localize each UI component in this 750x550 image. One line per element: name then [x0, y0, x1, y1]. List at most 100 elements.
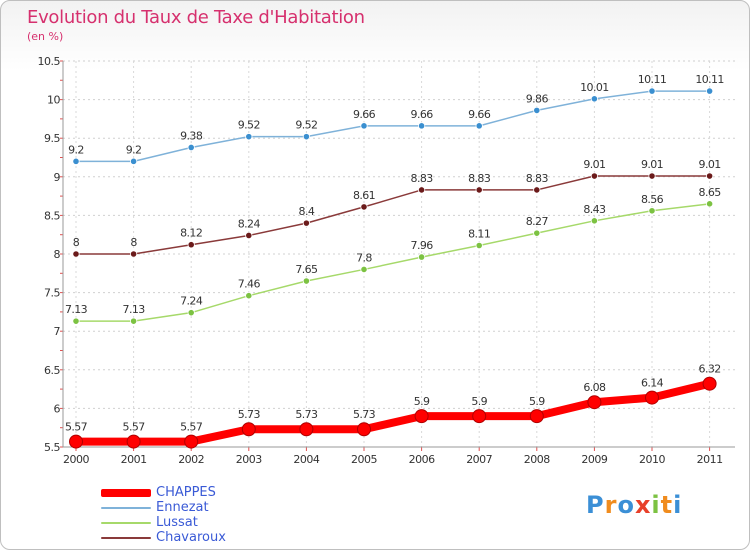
- legend-label: Chavaroux: [156, 530, 226, 545]
- x-tick-label: 2010: [639, 453, 665, 466]
- series-line-ennezat: [75, 90, 711, 163]
- x-tick-label: 2005: [351, 453, 377, 466]
- data-point: [187, 143, 195, 152]
- data-point: [533, 186, 541, 194]
- legend-label: Lussat: [156, 515, 198, 530]
- data-point: [475, 122, 483, 130]
- x-tick-label: 2003: [236, 453, 262, 466]
- logo-letter: i: [673, 491, 683, 519]
- data-label: 9.66: [353, 108, 376, 121]
- data-point: [702, 376, 717, 391]
- data-point: [130, 157, 138, 165]
- data-label: 10.11: [695, 73, 724, 86]
- y-tick-label: 10.5: [38, 55, 61, 68]
- logo-letter: o: [617, 491, 635, 519]
- legend-swatch: [101, 507, 151, 509]
- data-point: [705, 172, 714, 180]
- data-label: 5.73: [238, 408, 261, 421]
- y-tick-label: 7.5: [44, 287, 60, 300]
- x-tick-label: 2004: [293, 453, 319, 466]
- data-point: [72, 250, 80, 258]
- logo-letter: x: [634, 491, 652, 519]
- data-point: [590, 217, 599, 225]
- data-label: 5.73: [295, 408, 318, 421]
- data-label: 8.24: [238, 217, 261, 230]
- data-label: 8.83: [468, 172, 491, 185]
- data-label: 5.9: [414, 395, 430, 408]
- x-tick-label: 2007: [466, 453, 492, 466]
- data-label: 8.4: [299, 205, 315, 218]
- data-point: [130, 317, 138, 325]
- data-label: 7.8: [356, 251, 372, 264]
- data-point: [302, 133, 310, 141]
- y-tick-label: 6.5: [44, 364, 60, 377]
- data-label: 9.66: [468, 108, 491, 121]
- data-label: 7.13: [123, 303, 146, 316]
- proxiti-logo: Proxiti: [586, 491, 682, 519]
- series-line-lussat: [75, 203, 711, 322]
- data-label: 8.65: [699, 186, 722, 199]
- data-label: 9.2: [68, 143, 84, 156]
- data-label: 9.38: [180, 129, 203, 142]
- y-tick-label: 9.5: [44, 132, 60, 145]
- x-tick-label: 2000: [63, 453, 89, 466]
- data-point: [475, 241, 483, 250]
- data-point: [587, 395, 602, 410]
- data-label: 8.61: [353, 189, 375, 202]
- data-point: [302, 277, 310, 285]
- data-label: 8.83: [526, 172, 549, 185]
- data-label: 6.08: [583, 381, 606, 394]
- data-point: [417, 253, 426, 261]
- data-label: 6.14: [641, 377, 664, 390]
- data-point: [360, 203, 368, 211]
- data-point: [241, 422, 256, 437]
- x-tick-label: 2009: [581, 453, 607, 466]
- data-label: 5.57: [65, 421, 88, 434]
- data-point: [590, 172, 599, 180]
- data-label: 8.12: [180, 227, 202, 240]
- data-point: [590, 95, 599, 103]
- data-label: 9.52: [238, 119, 260, 132]
- x-tick-label: 2011: [697, 453, 723, 466]
- y-tick-label: 10: [47, 94, 60, 107]
- data-point: [529, 409, 544, 424]
- logo-letter: P: [586, 491, 605, 519]
- data-label: 9.52: [295, 119, 317, 132]
- data-label: 6.32: [699, 363, 721, 376]
- data-label: 8.83: [411, 172, 434, 185]
- legend-swatch: [101, 537, 151, 539]
- x-tick-label: 2008: [524, 453, 550, 466]
- data-label: 8.43: [583, 203, 606, 216]
- data-point: [187, 241, 195, 249]
- data-point: [360, 122, 368, 130]
- data-label: 5.9: [529, 395, 545, 408]
- data-point: [299, 422, 314, 437]
- data-label: 7.24: [180, 295, 203, 308]
- data-point: [648, 172, 656, 180]
- data-label: 7.65: [295, 263, 318, 276]
- y-tick-label: 8: [54, 248, 61, 261]
- y-tick-label: 7: [54, 325, 61, 338]
- data-point: [69, 434, 83, 449]
- data-point: [414, 409, 429, 424]
- data-point: [184, 434, 199, 449]
- y-tick-label: 5.5: [44, 441, 60, 454]
- data-label: 9.66: [411, 108, 434, 121]
- x-tick-label: 2006: [409, 453, 435, 466]
- data-point: [357, 422, 371, 437]
- data-point: [245, 292, 253, 300]
- data-label: 9.01: [583, 158, 605, 171]
- data-point: [705, 87, 714, 95]
- logo-letter: r: [604, 491, 618, 519]
- data-point: [245, 231, 253, 240]
- y-tick-label: 8.5: [44, 209, 60, 222]
- data-point: [475, 186, 483, 194]
- data-label: 10.11: [638, 73, 667, 86]
- data-point: [417, 122, 426, 130]
- data-label: 5.57: [123, 421, 146, 434]
- x-tick-label: 2001: [121, 453, 147, 466]
- data-point: [533, 106, 541, 115]
- data-label: 9.01: [699, 158, 721, 171]
- legend-swatch: [101, 489, 151, 497]
